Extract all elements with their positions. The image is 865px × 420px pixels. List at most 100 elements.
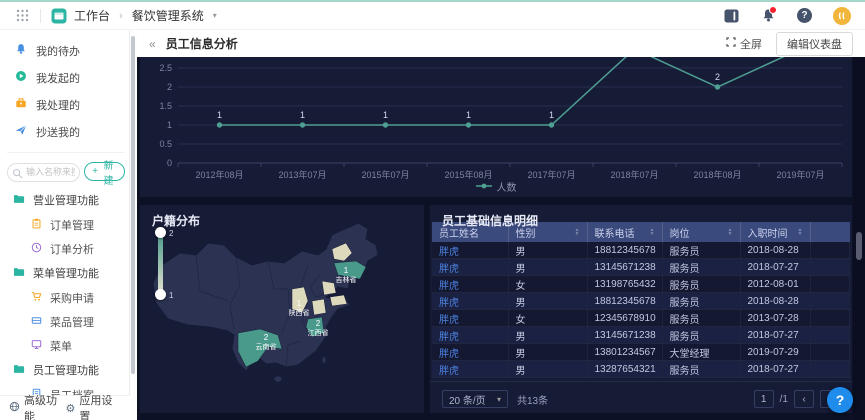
employee-name-link[interactable]: 胖虎	[439, 280, 459, 292]
paper-plane-icon	[15, 124, 27, 139]
table-row: 胖虎男 13801234567 大堂经理 2019-07-29	[432, 343, 850, 361]
panel-toggle-icon[interactable]	[723, 8, 739, 24]
map-panel-title: 户籍分布	[152, 214, 201, 228]
edit-dashboard-button[interactable]: 编辑仪表盘	[776, 31, 853, 56]
sidebar-group-business-management[interactable]: 营业管理功能	[0, 188, 129, 213]
col-gender[interactable]: 性别 ▲ ▼	[508, 222, 588, 242]
breadcrumb-app-name[interactable]: 餐饮管理系统	[131, 9, 204, 23]
svg-text:2018年08月: 2018年08月	[693, 169, 741, 180]
search-icon	[12, 166, 23, 184]
table-pagination: 20 条/页 ▾ 共13条 1 /1 ‹ ›	[430, 381, 852, 408]
table-panel-title: 员工基础信息明细	[442, 214, 539, 228]
sidebar-item-order-analysis[interactable]: 订单分析	[0, 237, 129, 261]
dashboard: 0 0.5 1 1.5 2 2.5 1 2012年08月 1 2013年07月 1 2015年07月 1…	[137, 57, 865, 420]
hainan-island	[273, 375, 283, 383]
dashboard-scrollbar-thumb[interactable]	[856, 232, 862, 260]
visual-map-handle-min[interactable]	[155, 289, 166, 300]
sidebar-item-menu[interactable]: 菜单	[0, 334, 129, 358]
col-empty	[810, 222, 850, 242]
sidebar-item-order-management[interactable]: 订单管理	[0, 213, 129, 237]
map-labels: 1 吉林省 1 陕西省 2 江西省 2 云南省	[256, 266, 357, 351]
svg-text:2013年07月: 2013年07月	[278, 169, 326, 180]
svg-text:2.5: 2.5	[159, 63, 172, 73]
employee-table: 员工姓名 性别 ▲ ▼ 联系电话 ▲ ▼ 岗位 ▲ ▼ 入职时间 ▲ ▼ 胖虎男 18812345…	[432, 222, 850, 378]
app-launcher-grid-icon[interactable]	[14, 8, 30, 24]
table-row: 胖虎男 18812345678 服务员 2018-08-28	[432, 292, 850, 310]
svg-text:云南省: 云南省	[256, 342, 277, 351]
page-size-select[interactable]: 20 条/页 ▾	[442, 390, 508, 408]
top-accent-bar	[0, 0, 865, 2]
svg-text:2015年08月: 2015年08月	[444, 169, 492, 180]
total-count-label: 共13条	[517, 395, 549, 407]
employee-name-link[interactable]: 胖虎	[439, 331, 459, 343]
notification-bell-icon[interactable]	[760, 5, 777, 24]
folder-icon	[13, 363, 25, 378]
svg-text:1: 1	[549, 110, 554, 120]
cart-icon	[31, 291, 42, 305]
table-row: 胖虎男 18812345678 服务员 2018-08-28	[432, 242, 850, 259]
sidebar-scrollbar-thumb[interactable]	[131, 36, 135, 374]
dashboard-scrollbar[interactable]	[853, 57, 865, 420]
employee-name-link[interactable]: 胖虎	[439, 365, 459, 377]
china-map[interactable]: 1 吉林省 1 陕西省 2 江西省 2 云南省	[140, 205, 424, 413]
help-fab-button[interactable]: ?	[827, 387, 853, 413]
col-position[interactable]: 岗位 ▲ ▼	[662, 222, 741, 242]
employee-name-link[interactable]: 胖虎	[439, 314, 459, 326]
svg-text:1.5: 1.5	[159, 101, 172, 111]
sidebar-group-employee-management[interactable]: 员工管理功能	[0, 358, 129, 383]
sidebar-group-menu-management[interactable]: 菜单管理功能	[0, 261, 129, 286]
svg-text:1: 1	[300, 110, 305, 120]
new-button[interactable]: + 新建	[84, 161, 125, 187]
table-row: 胖虎男 13145671238 服务员 2018-07-27	[432, 326, 850, 344]
sidebar: 我的待办 我发起的 我处理的 抄送我的 +新建 营业管理功能	[0, 30, 130, 420]
app-switcher-caret-icon[interactable]: ▾	[212, 11, 217, 20]
employee-name-link[interactable]: 胖虎	[439, 246, 459, 258]
dish-icon	[31, 315, 42, 329]
advanced-features-button[interactable]: 高级功能	[9, 392, 66, 420]
sort-icon: ▲ ▼	[649, 227, 655, 237]
divider	[40, 8, 41, 23]
visual-map-slider[interactable]: 2 1	[155, 225, 189, 307]
current-page-input[interactable]: 1	[753, 390, 774, 408]
breadcrumb-workspace[interactable]: 工作台	[74, 9, 111, 23]
col-join-date[interactable]: 入职时间 ▲ ▼	[740, 222, 811, 242]
fullscreen-button[interactable]: 全屏	[726, 36, 762, 52]
app-settings-button[interactable]: ⚙ 应用设置	[65, 395, 113, 420]
svg-text:2: 2	[167, 82, 172, 92]
sidebar-item-cc-to-me[interactable]: 抄送我的	[0, 118, 129, 145]
table-header-row: 员工姓名 性别 ▲ ▼ 联系电话 ▲ ▼ 岗位 ▲ ▼ 入职时间 ▲ ▼	[432, 222, 850, 242]
sidebar-scrollbar[interactable]	[130, 32, 137, 420]
household-distribution-panel: 户籍分布 2 1	[140, 205, 424, 413]
workspace-logo-icon[interactable]	[51, 8, 67, 24]
visual-map-gradient-bar	[158, 233, 163, 295]
folder-icon	[13, 266, 25, 281]
search-input[interactable]	[7, 162, 81, 182]
employee-name-link[interactable]: 胖虎	[439, 348, 459, 360]
chevron-down-icon: ▾	[496, 394, 501, 404]
sidebar-item-purchase-request[interactable]: 采购申请	[0, 286, 129, 310]
svg-text:1: 1	[297, 299, 302, 308]
sidebar-item-my-todo[interactable]: 我的待办	[0, 37, 129, 64]
visual-map-handle-max[interactable]	[155, 227, 166, 238]
svg-text:吉林省: 吉林省	[336, 275, 357, 284]
user-avatar[interactable]	[833, 6, 851, 25]
folder-icon	[13, 193, 25, 208]
employee-name-link[interactable]: 胖虎	[439, 263, 459, 275]
svg-text:1: 1	[344, 266, 349, 275]
col-phone[interactable]: 联系电话 ▲ ▼	[587, 222, 663, 242]
sidebar-item-dish-management[interactable]: 菜品管理	[0, 310, 129, 334]
help-icon[interactable]: ?	[797, 8, 812, 23]
sidebar-item-handled-by-me[interactable]: 我处理的	[0, 91, 129, 118]
notification-badge	[769, 5, 777, 14]
svg-text:1: 1	[383, 110, 388, 120]
employee-name-link[interactable]: 胖虎	[439, 297, 459, 309]
prev-page-button[interactable]: ‹	[794, 390, 814, 408]
topbar: 工作台 › 餐饮管理系统 ▾ ?	[0, 2, 865, 30]
line-chart[interactable]: 0 0.5 1 1.5 2 2.5 1 2012年08月 1 2013年07月 1 2015年07月 1…	[140, 57, 852, 181]
collapse-sidebar-icon[interactable]: «	[149, 36, 156, 51]
sidebar-item-initiated-by-me[interactable]: 我发起的	[0, 64, 129, 91]
provinces-value-1	[291, 242, 353, 316]
svg-text:2017年07月: 2017年07月	[527, 169, 575, 180]
chart-legend[interactable]: 人数	[140, 179, 852, 194]
svg-text:1: 1	[466, 110, 471, 120]
